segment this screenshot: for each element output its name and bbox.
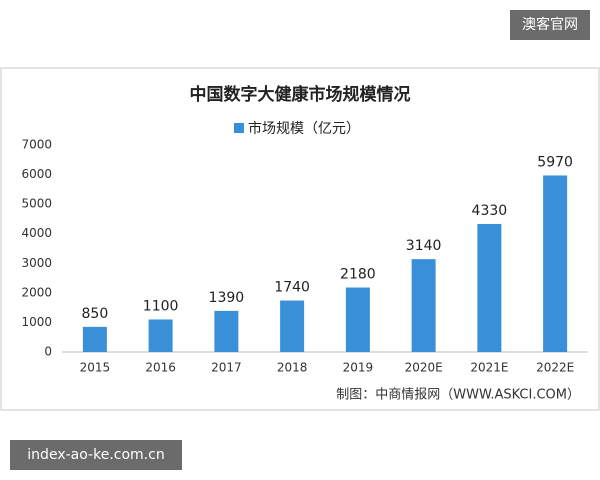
bar (477, 223, 502, 352)
bar (543, 175, 568, 352)
badge-text: 澳客官网 (522, 16, 578, 33)
x-tick-label: 2020E (405, 361, 443, 375)
bar (82, 326, 107, 352)
y-tick-label: 4000 (21, 226, 52, 240)
y-tick-label: 5000 (21, 197, 52, 211)
source-note: 制图：中商情报网（WWW.ASKCI.COM） (336, 388, 580, 403)
legend-swatch (234, 123, 244, 133)
x-tick-label: 2017 (211, 361, 242, 375)
bar (345, 287, 370, 352)
x-tick-label: 2019 (343, 361, 374, 375)
data-label: 850 (82, 306, 109, 322)
badge (10, 440, 182, 470)
y-tick-label: 1000 (21, 315, 52, 329)
x-tick-label: 2021E (470, 361, 508, 375)
y-tick-label: 6000 (21, 167, 52, 181)
badge-text: index-ao-ke.com.cn (27, 447, 164, 463)
bar (148, 319, 173, 352)
x-tick-label: 2015 (80, 361, 111, 375)
x-tick-label: 2018 (277, 361, 308, 375)
y-tick-label: 2000 (21, 285, 52, 299)
y-tick-label: 0 (44, 345, 52, 359)
chart-title: 中国数字大健康市场规模情况 (190, 84, 411, 105)
x-tick-label: 2022E (536, 361, 574, 375)
badge (510, 10, 590, 40)
x-tick-label: 2016 (145, 361, 176, 375)
bar (214, 310, 239, 352)
data-label: 4330 (472, 203, 508, 219)
data-label: 1740 (274, 280, 310, 296)
y-tick-label: 7000 (21, 138, 52, 152)
chart-frame (0, 67, 600, 411)
data-label: 1100 (143, 298, 179, 314)
data-label: 5970 (537, 154, 573, 170)
data-label: 2180 (340, 267, 376, 283)
bar (411, 259, 436, 352)
data-label: 1390 (209, 290, 245, 306)
y-tick-label: 3000 (21, 256, 52, 270)
bar (280, 300, 305, 352)
legend-label: 市场规模（亿元） (248, 120, 360, 137)
data-label: 3140 (406, 238, 442, 254)
